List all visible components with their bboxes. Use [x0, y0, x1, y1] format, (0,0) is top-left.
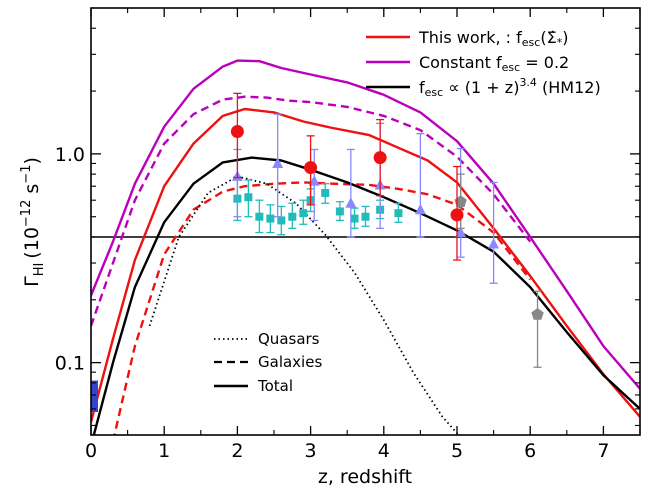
- cyan-squares-point-1: [244, 193, 253, 202]
- x-tick-label-7: 7: [597, 440, 609, 462]
- component-legend: Quasars Galaxies Total: [214, 330, 322, 395]
- x-tick-label-5: 5: [451, 440, 463, 462]
- cyan-squares-point-9: [335, 207, 344, 216]
- component-legend-label-galaxies: Galaxies: [258, 353, 322, 371]
- blue-triangles-point-7: [488, 238, 500, 249]
- blue-triangles-point-5: [414, 203, 426, 215]
- y-axis-label-exp: −12: [19, 200, 34, 227]
- cyan-squares-point-8: [321, 188, 330, 197]
- red-circles-point-3: [450, 208, 464, 222]
- x-tick-label-3: 3: [305, 440, 317, 462]
- y-axis-label: ΓHI (10−12 s−1): [19, 157, 47, 287]
- y-axis-label-exp2: −1: [19, 165, 34, 184]
- gray-pentagons-point-1: [531, 308, 544, 320]
- y-axis-label-symbol: Γ: [21, 276, 43, 287]
- y-axis-label-unit: (10: [21, 227, 43, 259]
- component-legend-label-total: Total: [257, 377, 293, 395]
- x-axis-label: z, redshift: [318, 466, 412, 488]
- legend-label-hm12: fesc ∝ (1 + z)3.4 (HM12): [419, 76, 601, 99]
- series-line-this-work-galaxies: [113, 181, 532, 435]
- y-axis-label-unit2: s: [21, 184, 43, 200]
- axis-ticks: 0 1 2 3 4 5 6 7 1.0 0.1: [55, 8, 641, 462]
- cyan-squares-point-11: [361, 212, 370, 221]
- blue-triangles-point-6: [455, 226, 467, 238]
- legend-label-this-work: This work, : fesc(Σ̇*): [418, 28, 568, 49]
- legend-label-constant: Constant fesc = 0.2: [419, 53, 569, 74]
- y-tick-label-1.0: 1.0: [55, 144, 85, 166]
- cyan-squares-point-5: [288, 212, 297, 221]
- series-line-hm12-total: [92, 156, 640, 435]
- plot-area: [91, 59, 640, 435]
- legend: This work, : fesc(Σ̇*) Constant fesc = 0…: [366, 28, 601, 99]
- cyan-squares-point-3: [266, 214, 275, 223]
- blue-triangles-point-3: [345, 197, 357, 208]
- red-circles-point-1: [304, 161, 318, 175]
- y-axis-label-close: ): [21, 157, 43, 164]
- y-axis-label-subscript: HI: [32, 263, 47, 277]
- x-tick-label-6: 6: [524, 440, 536, 462]
- series-line-this-work-total: [91, 107, 640, 423]
- blue-triangles-point-2: [308, 175, 320, 186]
- series-line-constant-total: [91, 59, 640, 390]
- x-tick-label-2: 2: [231, 440, 243, 462]
- plot-frame: [90, 7, 641, 436]
- blue-band-point-0: [91, 380, 98, 412]
- cyan-squares-point-2: [255, 212, 264, 221]
- svg-text:ΓHI(10−12 s−1): ΓHI (10−12 s−1): [19, 157, 47, 287]
- series-line-constant-galaxies: [91, 95, 532, 327]
- y-tick-label-0.1: 0.1: [55, 353, 85, 375]
- red-circles-point-2: [373, 151, 387, 165]
- cyan-squares-point-13: [394, 209, 403, 218]
- component-legend-label-quasars: Quasars: [258, 330, 320, 348]
- x-tick-label-0: 0: [85, 440, 97, 462]
- cyan-squares-point-10: [350, 214, 359, 223]
- blue-triangles-point-1: [272, 157, 284, 168]
- cyan-squares-point-6: [299, 209, 308, 218]
- cyan-squares-point-4: [277, 216, 286, 225]
- x-tick-label-4: 4: [378, 440, 390, 462]
- x-tick-label-1: 1: [158, 440, 170, 462]
- red-circles-point-0: [230, 125, 244, 139]
